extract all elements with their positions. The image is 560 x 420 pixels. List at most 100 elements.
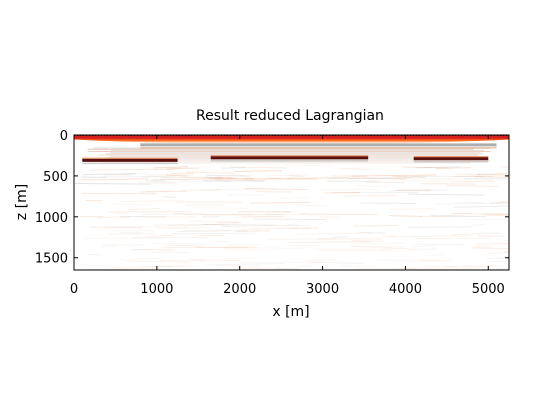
texture-streak [216, 177, 237, 180]
texture-streak [328, 176, 413, 179]
texture-streak [215, 264, 261, 267]
texture-streak [138, 190, 187, 193]
texture-streak [407, 248, 438, 251]
texture-streak [127, 208, 161, 210]
texture-streak [189, 220, 239, 223]
texture-streak [381, 247, 415, 250]
texture-streak [414, 243, 465, 246]
texture-streak [152, 178, 224, 181]
texture-streak [234, 170, 282, 172]
texture-streak [235, 230, 270, 233]
texture-streak [462, 265, 493, 268]
texture-streak [420, 215, 464, 218]
texture-streak [151, 265, 174, 268]
texture-streak [476, 173, 508, 175]
texture-streaks [74, 164, 509, 270]
texture-streak [296, 204, 329, 207]
y-tick-label: 500 [43, 170, 68, 185]
texture-streak [249, 201, 312, 204]
texture-streak [230, 166, 287, 169]
texture-streak [74, 264, 111, 267]
texture-streak [430, 215, 486, 218]
texture-streak [390, 208, 434, 210]
texture-streak [241, 228, 261, 232]
x-axis-label: x [m] [272, 304, 309, 320]
y-tick-label: 1000 [35, 211, 68, 226]
texture-streak [139, 182, 177, 185]
texture-streak [338, 167, 362, 170]
texture-streak [203, 180, 264, 182]
texture-streak [285, 223, 312, 226]
texture-streak [226, 244, 261, 246]
texture-streak [324, 192, 361, 194]
texture-streak [445, 265, 459, 268]
texture-streak [165, 174, 189, 177]
texture-streak [119, 200, 184, 202]
texture-streak [245, 187, 309, 191]
texture-streak [454, 205, 509, 208]
texture-streak [83, 173, 136, 176]
texture-streak [476, 242, 509, 245]
texture-streak [351, 174, 437, 177]
texture-streak [151, 181, 179, 184]
texture-streak [285, 164, 333, 167]
texture-streak [435, 167, 472, 169]
texture-streak [181, 189, 222, 191]
texture-streak [206, 263, 285, 266]
texture-streak [484, 214, 509, 217]
texture-streak [389, 215, 423, 218]
texture-streak [274, 267, 289, 270]
texture-streak [305, 259, 337, 262]
texture-streak [103, 226, 137, 228]
texture-streak [101, 175, 176, 178]
texture-streak [132, 248, 154, 251]
texture-streak [202, 223, 276, 226]
texture-streak [350, 245, 377, 248]
texture-streak [332, 235, 349, 238]
texture-streak [158, 249, 177, 252]
texture-streak [488, 252, 509, 254]
texture-streak [453, 213, 509, 215]
texture-streak [83, 237, 162, 239]
texture-streak [287, 241, 372, 244]
texture-streak [407, 193, 484, 196]
texture-streak [452, 233, 482, 236]
x-tick-label: 0 [70, 282, 78, 297]
texture-streak [215, 179, 266, 181]
texture-streak [202, 188, 275, 191]
texture-streak [298, 213, 378, 215]
x-tick-label: 1000 [140, 282, 173, 297]
texture-streak [191, 206, 249, 210]
texture-streak [287, 176, 349, 179]
y-axis-label: z [m] [14, 184, 30, 220]
x-axis: 0 1000 2000 3000 4000 5000 [70, 135, 505, 297]
texture-streak [353, 224, 398, 227]
texture-streak [225, 177, 291, 180]
texture-streak [392, 175, 426, 178]
texture-streak [374, 259, 452, 262]
x-tick-label: 5000 [472, 282, 505, 297]
texture-streak [265, 213, 307, 216]
texture-streak [456, 201, 509, 204]
texture-streak [149, 242, 215, 245]
y-tick-label: 0 [60, 129, 68, 144]
texture-streak [124, 260, 191, 263]
texture-streak [177, 230, 248, 233]
texture-streak [224, 247, 306, 249]
texture-streak [142, 265, 197, 268]
chart-title: Result reduced Lagrangian [196, 108, 384, 124]
texture-streak [89, 226, 142, 229]
texture-streak [87, 253, 103, 256]
texture-streak [450, 180, 496, 183]
texture-streak [147, 234, 175, 237]
texture-streak [164, 244, 204, 247]
texture-streak [279, 197, 310, 199]
texture-streak [206, 174, 252, 177]
texture-streak [185, 171, 236, 174]
texture-streak [317, 249, 403, 252]
y-tick-label: 1500 [35, 252, 68, 267]
texture-streak [222, 248, 264, 251]
texture-streak [412, 245, 435, 247]
texture-streak [79, 178, 148, 181]
